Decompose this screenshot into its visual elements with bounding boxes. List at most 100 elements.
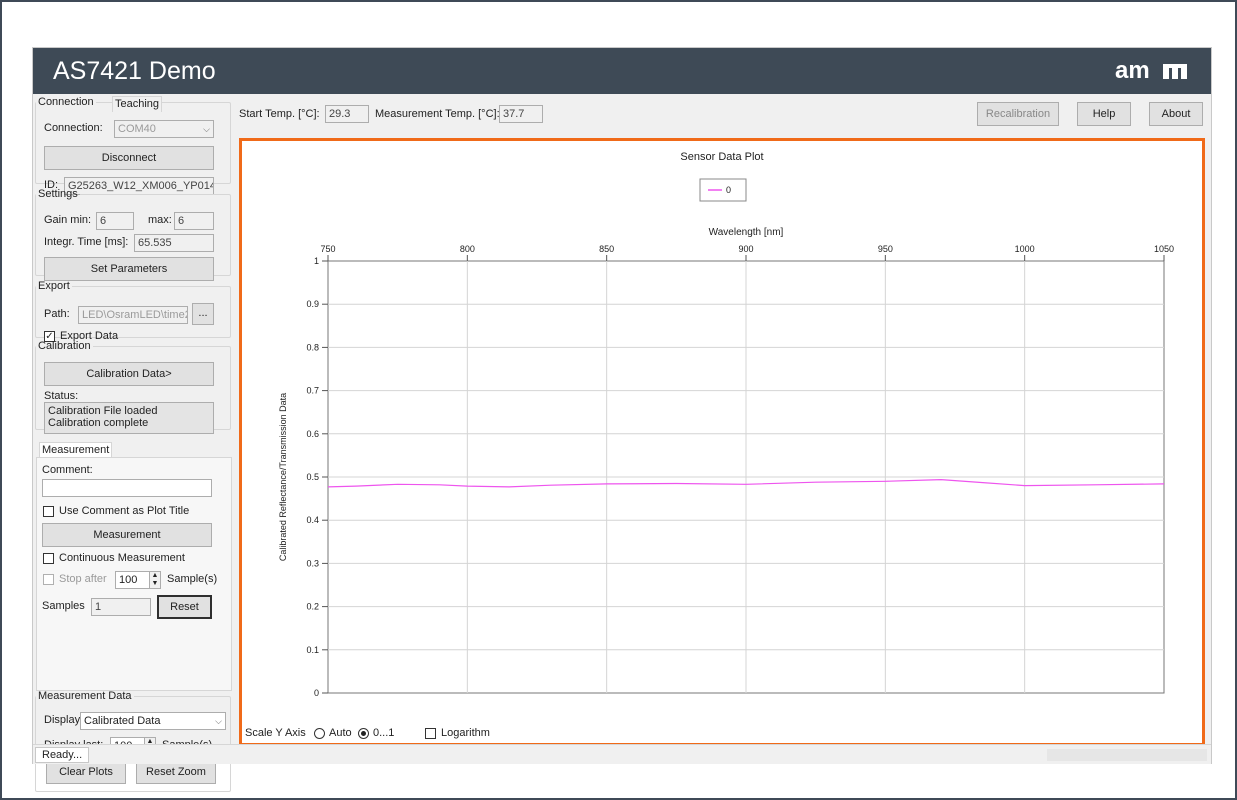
y-tick-label: 0.2 [306, 602, 319, 612]
calibration-group-label: Calibration [38, 340, 91, 352]
chevron-down-icon: ⌵ [215, 716, 222, 726]
help-button[interactable]: Help [1077, 102, 1131, 126]
logarithm-checkbox[interactable] [425, 728, 436, 739]
x-tick-label: 900 [738, 244, 753, 254]
calibration-status-label: Status: [44, 390, 79, 402]
x-axis-label: Wavelength [nm] [709, 227, 784, 238]
y-tick-label: 0.7 [306, 386, 319, 396]
tab-measurement[interactable]: Measurement [39, 442, 113, 458]
y-tick-label: 1 [314, 256, 319, 266]
spinner-arrows-icon[interactable]: ▲▼ [149, 572, 160, 588]
x-tick-label: 800 [460, 244, 475, 254]
scale-y-axis-label: Scale Y Axis [245, 727, 306, 739]
y-axis-label: Calibrated Reflectance/Transmission Data [278, 393, 288, 561]
svg-text:am: am [1115, 58, 1150, 82]
continuous-measurement-checkbox[interactable] [43, 553, 54, 564]
samples-field[interactable]: 1 [91, 598, 151, 616]
gain-max-field[interactable]: 6 [174, 212, 214, 230]
gain-min-label: Gain min: [44, 214, 92, 226]
tab-teaching[interactable]: Teaching [112, 96, 163, 112]
display-select[interactable]: Calibrated Data ⌵ [80, 712, 226, 730]
y-tick-label: 0 [314, 688, 319, 698]
reset-button[interactable]: Reset [157, 595, 212, 619]
path-field[interactable]: LED\OsramLED\time2 [78, 306, 188, 324]
y-tick-label: 0.4 [306, 515, 319, 525]
use-comment-label: Use Comment as Plot Title [59, 505, 190, 517]
status-bar: Ready... [33, 744, 1211, 764]
settings-group-label: Settings [38, 188, 78, 200]
sensor-data-chart[interactable]: Sensor Data Plot 0 Wavelength [nm] Calib… [242, 141, 1202, 719]
app-title: AS7421 Demo [53, 57, 216, 85]
recalibration-button[interactable]: Recalibration [977, 102, 1059, 126]
export-group-label: Export [38, 280, 70, 292]
y-tick-label: 0.6 [306, 429, 319, 439]
connection-port-select[interactable]: COM40 ⌵ [114, 120, 214, 138]
calibration-group: Calibration Calibration Data> Status: Ca… [35, 340, 231, 434]
id-field[interactable]: G25263_W12_XM006_YP014 [64, 177, 214, 195]
export-data-checkbox[interactable]: ✓ [44, 331, 55, 342]
scale-range-radio[interactable] [358, 728, 369, 739]
x-tick-label: 1050 [1154, 244, 1174, 254]
about-button[interactable]: About [1149, 102, 1203, 126]
samples-label: Samples [42, 600, 85, 612]
stop-after-checkbox[interactable] [43, 574, 54, 585]
display-label: Display: [44, 714, 84, 726]
ams-logo: am [1115, 58, 1187, 82]
measurement-temp-label: Measurement Temp. [°C]: [375, 108, 500, 120]
export-group: Export Path: LED\OsramLED\time2 ... ✓ Ex… [35, 280, 231, 342]
comment-input[interactable] [42, 479, 212, 497]
comment-label: Comment: [42, 464, 93, 476]
stop-after-unit: Sample(s) [167, 573, 218, 585]
y-tick-label: 0.1 [306, 645, 319, 655]
disconnect-button[interactable]: Disconnect [44, 146, 214, 170]
x-tick-label: 850 [599, 244, 614, 254]
plot-area: Sensor Data Plot 0 Wavelength [nm] Calib… [239, 138, 1205, 746]
display-value: Calibrated Data [84, 715, 161, 727]
scale-auto-label: Auto [329, 727, 352, 739]
chevron-down-icon: ⌵ [203, 124, 210, 134]
stop-after-stepper[interactable]: 100 ▲ ▼ [115, 571, 161, 589]
app-window: AS7421 Demo am Connection Connection: CO… [32, 47, 1213, 792]
check-icon: ✓ [45, 331, 54, 342]
stop-after-label: Stop after [59, 573, 107, 585]
measurement-tab-panel: Comment: Use Comment as Plot Title Measu… [36, 457, 232, 691]
browse-button[interactable]: ... [192, 303, 214, 325]
status-text: Ready... [35, 747, 90, 763]
chart-title: Sensor Data Plot [680, 151, 763, 163]
gain-max-label: max: [148, 214, 172, 226]
calibration-data-button[interactable]: Calibration Data> [44, 362, 214, 386]
measurement-data-group: Measurement Data Display: Calibrated Dat… [35, 690, 231, 792]
gain-min-field[interactable]: 6 [96, 212, 134, 230]
path-label: Path: [44, 308, 70, 320]
set-parameters-button[interactable]: Set Parameters [44, 257, 214, 281]
temperature-toolbar: Start Temp. [°C]: 29.3 Measurement Temp.… [233, 100, 1213, 130]
scale-range-label: 0...1 [373, 727, 395, 739]
calibration-status-box: Calibration File loaded Calibration comp… [44, 402, 214, 434]
legend-box [699, 178, 747, 202]
use-comment-checkbox[interactable] [43, 506, 54, 517]
start-temp-label: Start Temp. [°C]: [239, 108, 320, 120]
settings-group: Settings Gain min: 6 max: 6 Integr. Time… [35, 188, 231, 281]
measurement-data-group-label: Measurement Data [38, 690, 132, 702]
series-line-0 [327, 478, 1165, 488]
calibration-status-line: Calibration complete [48, 417, 149, 429]
y-tick-label: 0.9 [306, 299, 319, 309]
x-tick-label: 750 [320, 244, 335, 254]
start-temp-field[interactable]: 29.3 [325, 105, 369, 123]
calibration-status-line: Calibration File loaded [48, 405, 158, 417]
integr-time-field[interactable]: 65.535 [134, 234, 214, 252]
clear-plots-button[interactable]: Clear Plots [46, 760, 126, 784]
title-bar: AS7421 Demo am [33, 48, 1211, 94]
x-tick-label: 950 [878, 244, 893, 254]
measurement-temp-field[interactable]: 37.7 [499, 105, 543, 123]
y-tick-label: 0.8 [306, 342, 319, 352]
logarithm-label: Logarithm [441, 727, 490, 739]
scale-auto-radio[interactable] [314, 728, 325, 739]
left-panel: Connection Connection: COM40 ⌵ Disconnec… [33, 94, 233, 792]
measurement-button[interactable]: Measurement [42, 523, 212, 547]
export-data-label: Export Data [60, 330, 119, 342]
x-tick-label: 1000 [1015, 244, 1035, 254]
reset-zoom-button[interactable]: Reset Zoom [136, 760, 216, 784]
connection-label: Connection: [44, 122, 103, 134]
